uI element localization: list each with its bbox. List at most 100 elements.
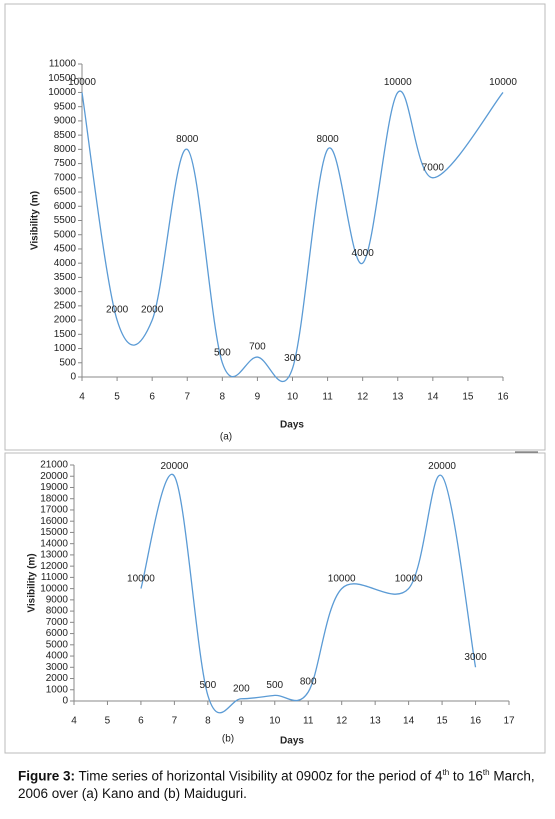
- y-tick-label: 5500: [54, 215, 77, 226]
- caption-label: Figure 3:: [18, 768, 76, 784]
- data-label: 10000: [68, 77, 96, 88]
- data-label: 700: [249, 342, 266, 353]
- data-label: 10000: [489, 77, 517, 88]
- x-tick-label: 17: [503, 716, 515, 727]
- y-tick-label: 7000: [46, 617, 69, 628]
- y-tick-label: 9500: [54, 101, 77, 112]
- y-tick-label: 3500: [54, 272, 77, 283]
- panel-frame: [4, 3, 546, 451]
- data-label: 300: [284, 353, 301, 364]
- y-tick-label: 2000: [54, 315, 77, 326]
- x-tick-label: 6: [138, 716, 144, 727]
- data-label: 2000: [141, 305, 164, 316]
- y-tick-label: 4000: [46, 651, 69, 662]
- y-tick-label: 14000: [40, 538, 68, 549]
- x-tick-label: 10: [269, 716, 281, 727]
- y-tick-label: 11000: [49, 59, 77, 70]
- data-label: 8000: [176, 134, 199, 145]
- caption-sup: th: [482, 768, 490, 777]
- y-tick-label: 1500: [54, 329, 77, 340]
- x-tick-label: 6: [149, 392, 155, 403]
- x-tick-label: 13: [370, 716, 382, 727]
- x-tick-label: 16: [497, 392, 509, 403]
- caption-text: March, 2006 over (a) Kano and (b) Maidug…: [18, 768, 535, 801]
- x-tick-label: 11: [303, 716, 314, 727]
- x-tick-label: 12: [336, 716, 348, 727]
- y-tick-label: 21000: [40, 460, 68, 471]
- x-tick-label: 9: [239, 716, 245, 727]
- y-tick-label: 7500: [54, 158, 77, 169]
- data-label: 10000: [328, 573, 356, 584]
- y-tick-label: 2500: [54, 301, 77, 312]
- y-tick-label: 7000: [54, 172, 77, 183]
- y-tick-label: 13000: [40, 550, 68, 561]
- data-line: [140, 473, 477, 714]
- y-tick-label: 15000: [40, 527, 68, 538]
- x-tick-label: 15: [437, 716, 449, 727]
- caption-sup: th: [442, 768, 450, 777]
- y-tick-label: 8500: [54, 130, 77, 141]
- x-tick-label: 4: [71, 716, 77, 727]
- x-tick-label: 7: [184, 392, 190, 403]
- y-tick-label: 0: [70, 372, 76, 383]
- data-label: 20000: [160, 461, 188, 472]
- y-axis-label: Visibility (m): [30, 191, 41, 250]
- x-axis-label: Days: [280, 736, 304, 747]
- y-tick-label: 9000: [54, 116, 77, 127]
- x-tick-label: 16: [470, 716, 482, 727]
- data-label: 500: [266, 680, 283, 691]
- y-tick-label: 1000: [54, 343, 77, 354]
- y-tick-label: 2000: [46, 673, 69, 684]
- y-tick-label: 8000: [54, 144, 77, 155]
- y-tick-label: 4000: [54, 258, 77, 269]
- caption: Figure 3: Time series of horizontal Visi…: [18, 764, 543, 802]
- y-tick-label: 5000: [54, 229, 77, 240]
- x-tick-label: 5: [105, 716, 111, 727]
- y-tick-label: 1000: [46, 684, 69, 695]
- y-axis-label: Visibility (m): [27, 553, 38, 612]
- data-label: 800: [300, 677, 317, 688]
- y-tick-label: 16000: [40, 516, 68, 527]
- x-tick-label: 4: [79, 392, 85, 403]
- x-tick-label: 12: [357, 392, 369, 403]
- y-tick-label: 9000: [46, 594, 69, 605]
- data-label: 10000: [127, 573, 155, 584]
- x-tick-label: 5: [114, 392, 120, 403]
- y-tick-label: 10000: [40, 583, 68, 594]
- data-label: 500: [214, 347, 231, 358]
- x-tick-label: 8: [205, 716, 211, 727]
- y-tick-label: 12000: [40, 561, 68, 572]
- y-tick-label: 500: [59, 357, 76, 368]
- x-tick-label: 7: [172, 716, 178, 727]
- panel-frame: [4, 452, 546, 754]
- data-line: [81, 90, 504, 383]
- y-tick-label: 0: [62, 696, 68, 707]
- y-tick-label: 20000: [40, 471, 68, 482]
- data-label: 20000: [428, 461, 456, 472]
- data-label: 4000: [352, 248, 375, 259]
- x-tick-label: 15: [462, 392, 474, 403]
- y-tick-label: 6000: [46, 628, 69, 639]
- x-tick-label: 14: [403, 716, 415, 727]
- caption-text: Time series of horizontal Visibility at …: [75, 768, 443, 784]
- caption-text: to 16: [449, 768, 483, 784]
- y-tick-label: 10000: [48, 87, 76, 98]
- panel-label: (a): [220, 432, 232, 443]
- y-tick-label: 5000: [46, 639, 69, 650]
- data-label: 3000: [464, 652, 487, 663]
- y-tick-label: 17000: [40, 505, 68, 516]
- x-tick-label: 14: [427, 392, 439, 403]
- x-tick-label: 10: [287, 392, 299, 403]
- data-label: 7000: [422, 162, 445, 173]
- x-tick-label: 11: [322, 392, 333, 403]
- y-tick-label: 4500: [54, 244, 77, 255]
- y-tick-label: 10500: [48, 73, 76, 84]
- y-tick-label: 11000: [41, 572, 69, 583]
- x-tick-label: 8: [220, 392, 226, 403]
- data-label: 10000: [384, 77, 412, 88]
- x-tick-label: 9: [255, 392, 261, 403]
- y-tick-label: 8000: [46, 606, 69, 617]
- data-label: 10000: [395, 573, 423, 584]
